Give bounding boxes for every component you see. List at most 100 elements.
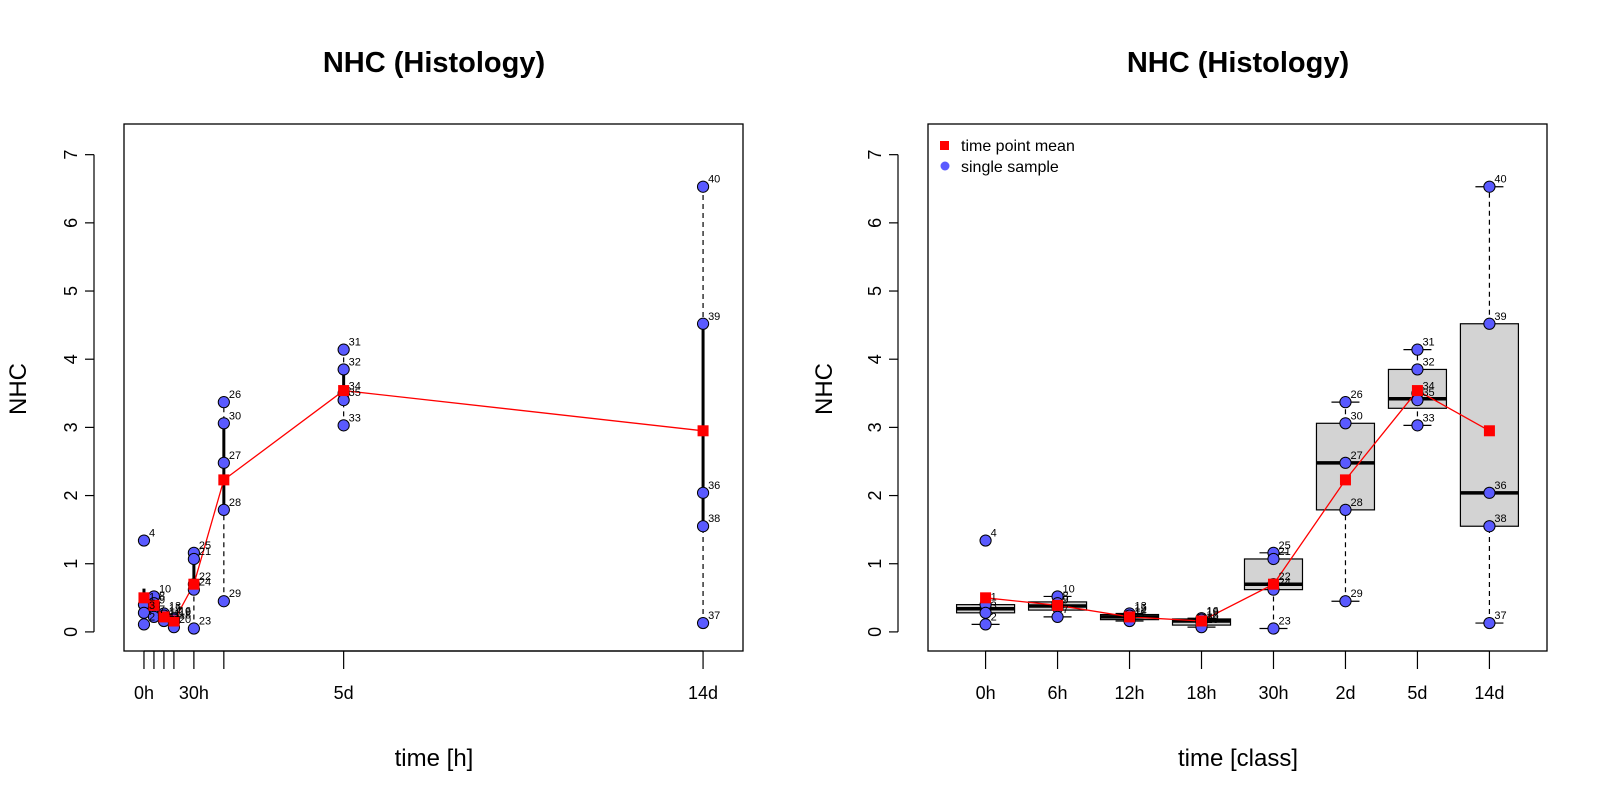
sample-label: 33 bbox=[1422, 412, 1434, 424]
sample-label: 9 bbox=[1063, 594, 1069, 606]
plot-frame bbox=[927, 123, 1548, 652]
sample-point bbox=[217, 396, 230, 409]
sample-label: 16 bbox=[1207, 605, 1219, 617]
sample-point bbox=[1339, 456, 1352, 469]
y-tick-label: 2 bbox=[61, 491, 81, 501]
sample-label: 22 bbox=[199, 571, 211, 583]
sample-point bbox=[1411, 363, 1424, 376]
legend-mean-marker bbox=[940, 141, 949, 150]
y-tick-label: 1 bbox=[865, 559, 885, 569]
plot-frame bbox=[123, 123, 744, 652]
sample-label: 32 bbox=[349, 356, 361, 368]
sample-label: 36 bbox=[1494, 480, 1506, 492]
sample-label: 19 bbox=[1207, 607, 1219, 619]
sample-label: 15 bbox=[1135, 603, 1147, 615]
sample-point bbox=[137, 618, 151, 631]
y-tick-label: 0 bbox=[61, 627, 81, 637]
sample-label: 34 bbox=[349, 380, 361, 392]
box-plots bbox=[955, 186, 1520, 630]
sample-label: 19 bbox=[179, 607, 191, 619]
sample-label: 39 bbox=[1494, 311, 1506, 323]
sample-label: 14 bbox=[169, 605, 181, 617]
sample-label: 35 bbox=[1422, 387, 1434, 399]
box-2d bbox=[1315, 401, 1376, 602]
sample-point bbox=[1483, 520, 1496, 533]
y-tick-label: 2 bbox=[865, 491, 885, 501]
mean-marker bbox=[338, 385, 350, 397]
sample-label: 31 bbox=[349, 337, 361, 349]
sample-label: 7 bbox=[159, 604, 165, 616]
sample-label: 1 bbox=[991, 592, 997, 604]
sample-point bbox=[187, 552, 200, 566]
sample-point bbox=[337, 343, 350, 356]
y-tick-label: 1 bbox=[61, 559, 81, 569]
sample-point bbox=[696, 180, 710, 193]
sample-label: 24 bbox=[1278, 577, 1290, 589]
sample-point bbox=[1411, 394, 1424, 407]
x-tick-label: 5d bbox=[1407, 683, 1427, 703]
y-tick-label: 3 bbox=[61, 422, 81, 432]
mean-marker bbox=[697, 425, 709, 437]
sample-label: 8 bbox=[1063, 590, 1069, 602]
sample-label: 7 bbox=[1063, 604, 1069, 616]
mean-marker bbox=[1411, 385, 1423, 397]
sample-label: 4 bbox=[991, 528, 997, 540]
y-tick-label: 4 bbox=[865, 354, 885, 364]
sample-point bbox=[979, 606, 992, 619]
sample-label: 14 bbox=[1135, 605, 1147, 617]
mean-marker bbox=[1267, 578, 1279, 590]
x-tick-label: 0h bbox=[976, 683, 996, 703]
sample-label: 35 bbox=[349, 387, 361, 399]
mean-marker bbox=[148, 599, 160, 611]
sample-point bbox=[137, 534, 151, 547]
legend-sample-marker bbox=[940, 161, 950, 171]
sample-label: 31 bbox=[1422, 337, 1434, 349]
sample-label: 10 bbox=[159, 583, 171, 595]
sample-label: 1 bbox=[149, 592, 155, 604]
sample-point bbox=[1483, 616, 1496, 630]
sample-label: 28 bbox=[1350, 497, 1362, 509]
sample-label: 23 bbox=[1278, 616, 1290, 628]
sample-label: 2 bbox=[991, 611, 997, 623]
mean-marker bbox=[138, 592, 150, 604]
sample-label: 34 bbox=[1422, 380, 1434, 392]
chart-title: NHC (Histology) bbox=[1127, 47, 1349, 79]
sample-label: 24 bbox=[199, 577, 211, 589]
sample-label: 28 bbox=[229, 497, 241, 509]
sample-label: 10 bbox=[1063, 583, 1075, 595]
sample-label: 29 bbox=[229, 588, 241, 600]
sample-point bbox=[1411, 419, 1424, 432]
sample-point bbox=[217, 595, 230, 608]
sample-point bbox=[1411, 343, 1424, 356]
mean-marker bbox=[158, 611, 170, 623]
mean-marker bbox=[1196, 615, 1208, 627]
sample-label: 33 bbox=[349, 412, 361, 424]
y-axis-label: NHC bbox=[811, 363, 838, 415]
x-tick-label: 0h bbox=[134, 683, 154, 703]
sample-label: 22 bbox=[1278, 571, 1290, 583]
sample-point bbox=[1483, 180, 1496, 193]
sample-point bbox=[979, 534, 992, 547]
sample-label: 9 bbox=[159, 594, 165, 606]
sample-label: 37 bbox=[708, 610, 720, 622]
x-axis-label: time [class] bbox=[1178, 745, 1298, 772]
mean-marker bbox=[1339, 474, 1351, 486]
sample-label: 27 bbox=[229, 450, 241, 462]
mean-marker bbox=[1124, 611, 1136, 623]
x-tick-label: 12h bbox=[1115, 683, 1145, 703]
mean-trend-line bbox=[985, 389, 1490, 622]
sample-label: 38 bbox=[1494, 513, 1506, 525]
sample-label: 26 bbox=[229, 389, 241, 401]
sample-point bbox=[337, 419, 350, 432]
sample-point bbox=[696, 520, 710, 533]
sample-point bbox=[1051, 610, 1064, 624]
y-axis: 0 1 2 3 4 5 6 7 bbox=[865, 150, 899, 637]
x-tick-label: 30h bbox=[1258, 683, 1288, 703]
sample-label: 13 bbox=[1135, 601, 1147, 613]
sample-label: 20 bbox=[179, 614, 191, 626]
sample-point bbox=[1339, 503, 1352, 516]
mean-marker bbox=[218, 474, 230, 486]
sample-point bbox=[337, 394, 350, 407]
